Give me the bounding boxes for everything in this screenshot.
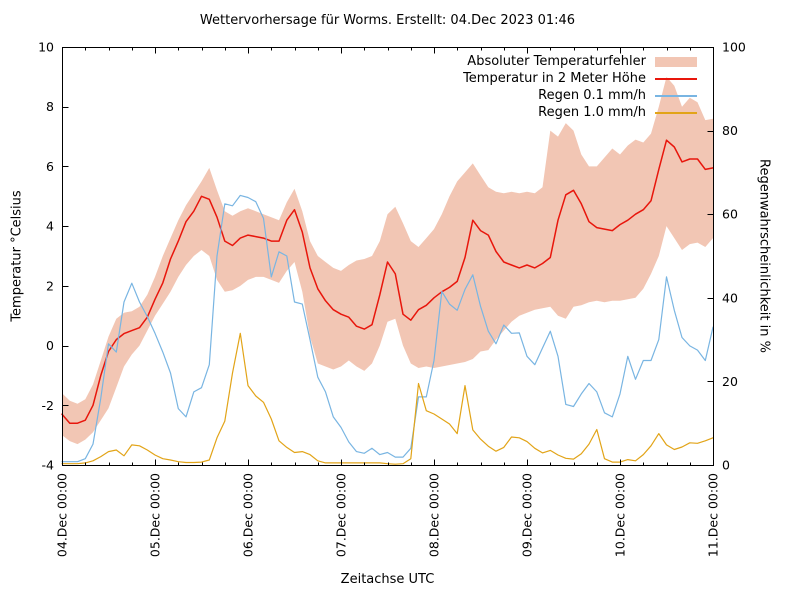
x-tick-label: 11.Dec 00:00 — [706, 473, 721, 557]
legend-item-rain-10: Regen 1.0 mm/h — [463, 105, 697, 120]
y-right-tick-label: 80 — [722, 123, 738, 138]
legend-item-temperature: Temperatur in 2 Meter Höhe — [463, 71, 697, 86]
error-band — [62, 76, 713, 445]
rain-01-line-swatch — [655, 94, 697, 97]
y-left-tick-label: 8 — [46, 99, 54, 114]
y-left-tick-label: 0 — [46, 338, 54, 353]
series-layer — [61, 76, 714, 465]
x-tick-label: 07.Dec 00:00 — [334, 473, 349, 557]
temperature-line-swatch — [655, 77, 697, 80]
y-right-tick-label: 40 — [722, 290, 738, 305]
temperature-line — [61, 139, 714, 424]
y-right-tick-label: 20 — [722, 374, 738, 389]
x-tick-label: 06.Dec 00:00 — [241, 473, 256, 557]
rain-10-line-swatch — [655, 111, 697, 114]
legend-item-error-band: Absoluter Temperaturfehler — [463, 54, 697, 69]
legend-item-rain-01: Regen 0.1 mm/h — [463, 88, 697, 103]
x-tick-label: 09.Dec 00:00 — [520, 473, 535, 557]
x-tick-label: 08.Dec 00:00 — [427, 473, 442, 557]
legend-label: Regen 0.1 mm/h — [538, 88, 646, 103]
legend-label: Absoluter Temperaturfehler — [467, 54, 646, 69]
x-tick-label: 04.Dec 00:00 — [55, 473, 70, 557]
y-right-tick-label: 60 — [722, 207, 738, 222]
y-left-tick-label: -4 — [42, 458, 55, 473]
legend: Absoluter Temperaturfehler Temperatur in… — [463, 54, 697, 120]
y-left-tick-label: 2 — [46, 278, 54, 293]
y-left-tick-label: 10 — [38, 40, 54, 55]
y-right-tick-label: 0 — [722, 458, 730, 473]
x-axis-label: Zeitachse UTC — [340, 572, 435, 587]
legend-label: Regen 1.0 mm/h — [538, 105, 646, 120]
y-axis-label-left: Temperatur °Celsius — [9, 190, 25, 322]
legend-label: Temperatur in 2 Meter Höhe — [463, 71, 646, 86]
x-tick-label: 05.Dec 00:00 — [148, 473, 163, 557]
y-left-tick-label: -2 — [42, 398, 54, 413]
y-axis-label-right: Regenwahrscheinlichkeit in % — [756, 159, 772, 353]
y-left-tick-label: 4 — [46, 219, 54, 234]
rain-10-line — [61, 332, 714, 465]
error-band-swatch — [655, 56, 697, 67]
chart-title: Wettervorhersage für Worms. Erstellt: 04… — [199, 13, 576, 28]
axes — [62, 47, 714, 466]
y-left-tick-label: 6 — [46, 159, 54, 174]
y-right-tick-label: 100 — [722, 40, 746, 55]
x-tick-label: 10.Dec 00:00 — [613, 473, 628, 557]
rain-01-line — [61, 194, 714, 463]
